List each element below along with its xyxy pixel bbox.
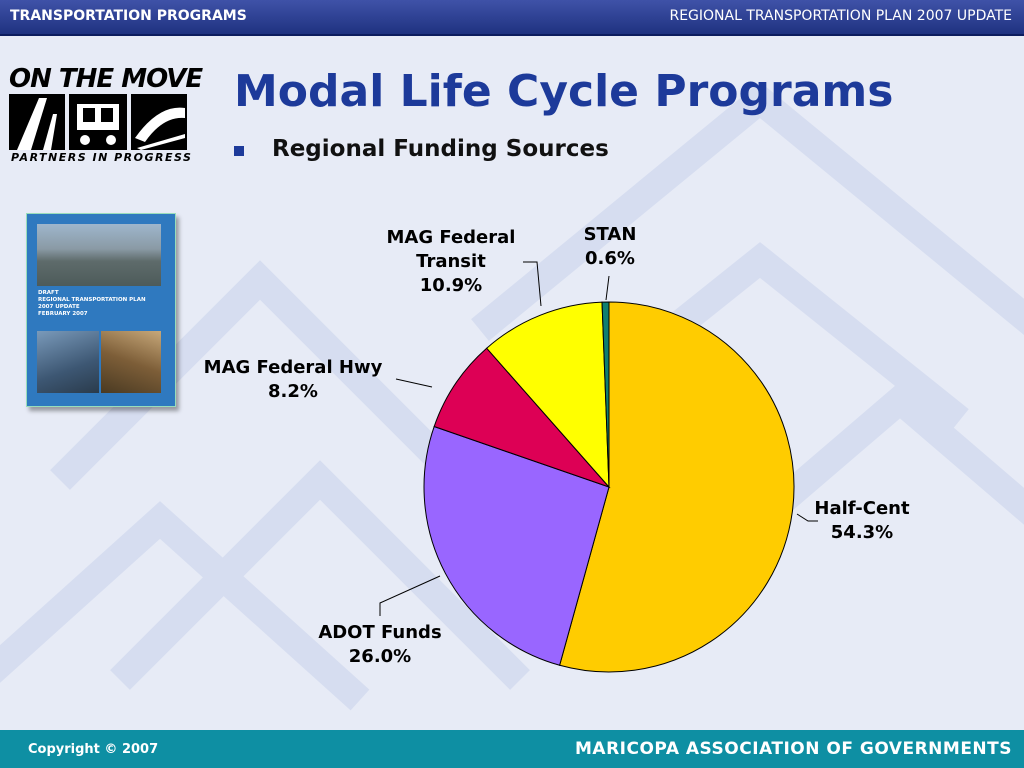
slice-label-adot-funds: ADOT Funds 26.0% [318,622,441,667]
freeway-photo [37,224,161,286]
construction-photo [101,331,161,393]
organization-name: MARICOPA ASSOCIATION OF GOVERNMENTS [575,739,1012,759]
bus-photo [37,331,99,393]
presentation-title: REGIONAL TRANSPORTATION PLAN 2007 UPDATE [669,8,1012,24]
leader-line [605,275,610,301]
header-bar: TRANSPORTATION PROGRAMS REGIONAL TRANSPO… [0,0,1024,36]
cover-plan-label: REGIONAL TRANSPORTATION PLAN [38,297,146,303]
slice-label-half-cent: Half-Cent 54.3% [814,498,910,543]
footer-bar: Copyright © 2007 MARICOPA ASSOCIATION OF… [0,730,1024,768]
leader-line [523,261,542,307]
leader-line [395,378,433,388]
logo-tagline: PARTNERS IN PROGRESS [11,151,193,164]
pie-slice-stan [601,301,610,488]
pie-slice-mag-federal-transit [485,301,610,489]
slice-label-mag-federal-hwy: MAG Federal Hwy 8.2% [204,357,383,402]
pie-slice-adot-funds [423,425,610,666]
cover-update-label: 2007 UPDATE [38,304,80,310]
slice-label-mag-federal-transit: MAG Federal Transit 10.9% [387,227,516,296]
bullet-square-icon [234,146,244,156]
cover-date-label: FEBRUARY 2007 [38,311,88,317]
leader-line [379,575,441,616]
section-title: TRANSPORTATION PROGRAMS [10,8,247,24]
on-the-move-logo: ON THE MOVE PARTNERS IN PROGRESS [9,64,203,168]
report-cover-image: DRAFT REGIONAL TRANSPORTATION PLAN 2007 … [26,213,176,407]
pie-slice-mag-federal-hwy [433,347,611,489]
logo-graphic [9,94,187,150]
pie-slice-half-cent [559,301,795,673]
logo-wordmark: ON THE MOVE [9,64,203,94]
page-title: Modal Life Cycle Programs [234,66,894,117]
copyright-text: Copyright © 2007 [28,742,159,757]
leader-line [796,513,818,522]
bullet-text: Regional Funding Sources [272,136,609,162]
cover-draft-label: DRAFT [38,290,59,296]
slice-label-stan: STAN 0.6% [584,224,637,269]
cover-text: DRAFT REGIONAL TRANSPORTATION PLAN 2007 … [38,290,146,318]
